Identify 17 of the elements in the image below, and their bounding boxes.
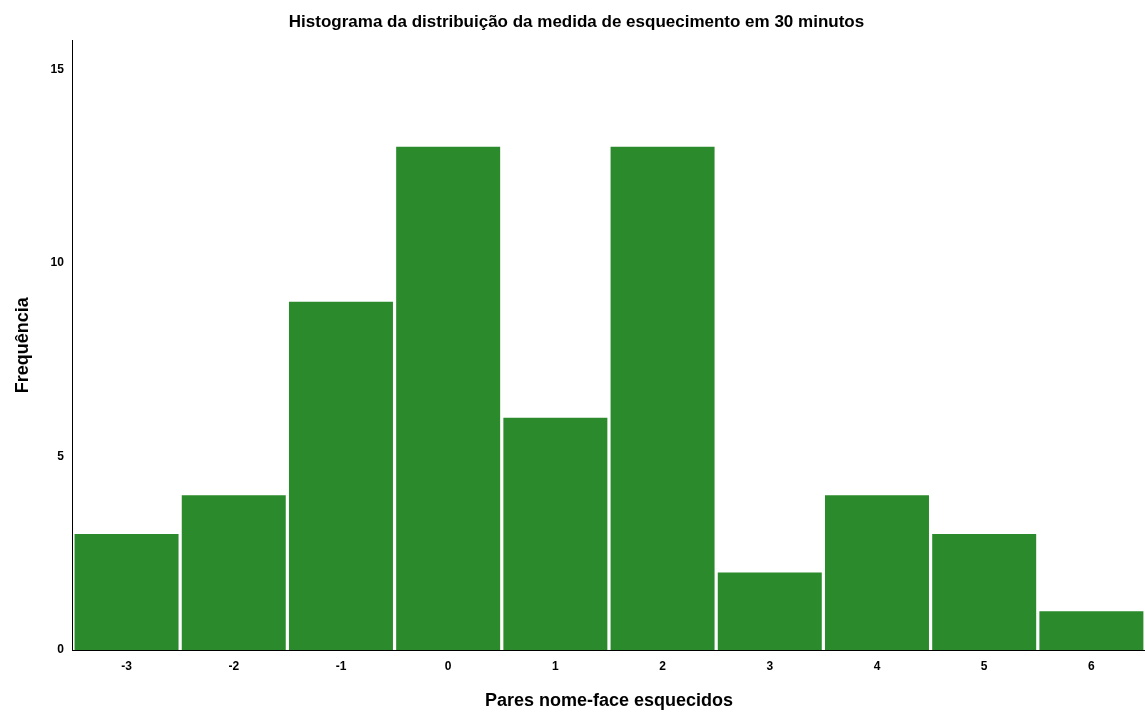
x-tick-label: 0 — [444, 658, 452, 673]
x-tick-label: 1 — [552, 658, 560, 673]
y-tick-label: 5 — [57, 448, 65, 463]
x-tick-label: 3 — [766, 658, 774, 673]
x-tick-label: 6 — [1088, 658, 1096, 673]
x-tick-label: 2 — [659, 658, 667, 673]
chart-title: Histograma da distribuição da medida de esquecimento em 30 minutos — [288, 11, 865, 31]
x-tick-label: 4 — [873, 658, 881, 673]
x-axis-title: Pares nome-face esquecidos — [484, 690, 734, 711]
y-tick-label: 0 — [57, 642, 65, 657]
y-tick-label: 10 — [50, 255, 65, 270]
y-axis-title: Frequência — [11, 296, 32, 394]
x-tick-label: 5 — [980, 658, 988, 673]
x-tick-label: -3 — [121, 658, 133, 673]
x-tick-label: -1 — [335, 658, 347, 673]
x-tick-label: -2 — [228, 658, 240, 673]
y-tick-label: 15 — [50, 61, 65, 76]
